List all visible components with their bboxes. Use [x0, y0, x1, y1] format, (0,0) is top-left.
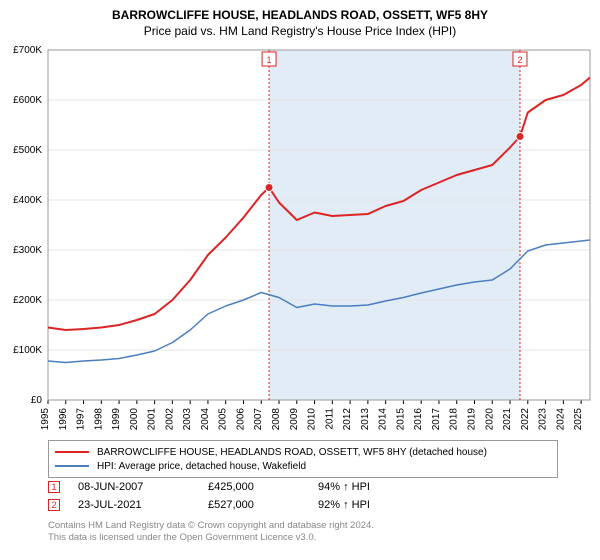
svg-text:2: 2 [517, 55, 522, 65]
transaction-hpi-1: 94% ↑ HPI [318, 481, 448, 493]
svg-text:1997: 1997 [76, 408, 87, 431]
svg-text:2012: 2012 [342, 408, 353, 431]
transaction-marker-1: 1 [48, 481, 60, 493]
chart-area: £0 £100K £200K £300K £400K £500K £600K £700K 199… [0, 44, 600, 434]
svg-text:2005: 2005 [218, 408, 229, 431]
transaction-price-1: £425,000 [208, 481, 318, 493]
transactions-box: 1 08-JUN-2007 £425,000 94% ↑ HPI 2 23-JU… [48, 478, 558, 514]
transaction-row-1: 1 08-JUN-2007 £425,000 94% ↑ HPI [48, 478, 558, 496]
svg-text:1996: 1996 [58, 408, 69, 431]
title-line2: Price paid vs. HM Land Registry's House … [0, 24, 600, 38]
attribution-text: Contains HM Land Registry data © Crown c… [48, 520, 374, 545]
svg-text:2016: 2016 [413, 408, 424, 431]
title-line1: BARROWCLIFFE HOUSE, HEADLANDS ROAD, OSSE… [0, 8, 600, 22]
legend-swatch-property [55, 451, 89, 453]
svg-text:1995: 1995 [40, 408, 51, 431]
svg-text:£100K: £100K [13, 345, 42, 356]
svg-text:2018: 2018 [449, 408, 460, 431]
transaction-date-1: 08-JUN-2007 [78, 481, 208, 493]
transaction-marker-num-2: 2 [51, 500, 56, 510]
svg-text:2024: 2024 [555, 408, 566, 431]
svg-text:2009: 2009 [289, 408, 300, 431]
legend-box: BARROWCLIFFE HOUSE, HEADLANDS ROAD, OSSE… [48, 440, 558, 478]
svg-text:2022: 2022 [520, 408, 531, 431]
attribution-line2: This data is licensed under the Open Gov… [48, 532, 374, 544]
transaction-hpi-2: 92% ↑ HPI [318, 499, 448, 511]
svg-text:2019: 2019 [466, 408, 477, 431]
legend-row-hpi: HPI: Average price, detached house, Wake… [55, 459, 551, 473]
svg-text:1998: 1998 [93, 408, 104, 431]
svg-text:2021: 2021 [502, 408, 513, 431]
svg-text:2000: 2000 [129, 408, 140, 431]
chart-title-area: BARROWCLIFFE HOUSE, HEADLANDS ROAD, OSSE… [0, 0, 600, 38]
transaction-marker-2: 2 [48, 499, 60, 511]
transaction-date-2: 23-JUL-2021 [78, 499, 208, 511]
transaction-marker-num-1: 1 [51, 482, 56, 492]
svg-text:2020: 2020 [484, 408, 495, 431]
svg-text:2011: 2011 [324, 408, 335, 430]
svg-text:£400K: £400K [13, 195, 42, 206]
svg-text:£200K: £200K [13, 295, 42, 306]
legend-label-property: BARROWCLIFFE HOUSE, HEADLANDS ROAD, OSSE… [97, 447, 487, 458]
svg-text:2013: 2013 [360, 408, 371, 431]
svg-text:2003: 2003 [182, 408, 193, 431]
svg-text:2017: 2017 [431, 408, 442, 431]
svg-text:2010: 2010 [307, 408, 318, 431]
svg-text:2023: 2023 [538, 408, 549, 431]
svg-text:£500K: £500K [13, 145, 42, 156]
legend-label-hpi: HPI: Average price, detached house, Wake… [97, 461, 306, 472]
svg-text:2015: 2015 [395, 408, 406, 431]
transaction-row-2: 2 23-JUL-2021 £527,000 92% ↑ HPI [48, 496, 558, 514]
svg-text:£300K: £300K [13, 245, 42, 256]
svg-text:£0: £0 [31, 395, 43, 406]
svg-text:2004: 2004 [200, 408, 211, 431]
legend-row-property: BARROWCLIFFE HOUSE, HEADLANDS ROAD, OSSE… [55, 445, 551, 459]
svg-text:1999: 1999 [111, 408, 122, 431]
svg-text:£600K: £600K [13, 95, 42, 106]
legend-swatch-hpi [55, 465, 89, 467]
svg-text:2001: 2001 [147, 408, 158, 431]
attribution-line1: Contains HM Land Registry data © Crown c… [48, 520, 374, 532]
svg-text:2008: 2008 [271, 408, 282, 431]
svg-text:2006: 2006 [235, 408, 246, 431]
svg-text:1: 1 [267, 55, 272, 65]
svg-text:2002: 2002 [164, 408, 175, 431]
svg-text:2014: 2014 [378, 408, 389, 431]
chart-svg: £0 £100K £200K £300K £400K £500K £600K £700K 199… [0, 44, 600, 434]
svg-text:2025: 2025 [573, 408, 584, 431]
transaction-price-2: £527,000 [208, 499, 318, 511]
svg-text:£700K: £700K [13, 45, 42, 56]
svg-text:2007: 2007 [253, 408, 264, 431]
